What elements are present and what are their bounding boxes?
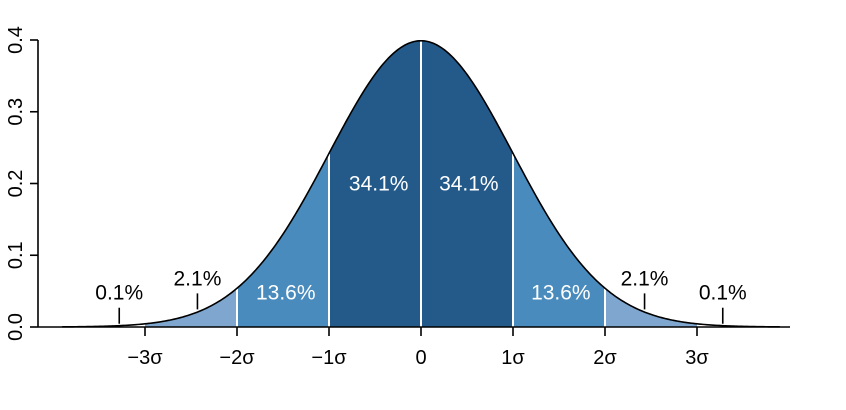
percent-label-2: 13.6%: [256, 282, 316, 305]
x-tick-label-6: 3σ: [685, 347, 709, 369]
percent-label-6: 0.1%: [95, 282, 143, 305]
y-tick-label-3: 0.3: [5, 98, 27, 126]
y-tick-label-0: 0.0: [5, 313, 27, 341]
x-tick-label-1: −2σ: [219, 347, 255, 369]
percent-label-1: 34.1%: [439, 173, 499, 196]
percent-label-0: 34.1%: [349, 173, 409, 196]
y-tick-label-2: 0.2: [5, 170, 27, 198]
percent-label-3: 13.6%: [531, 282, 591, 305]
dividers-layer: [236, 41, 606, 327]
percent-label-4: 2.1%: [174, 267, 222, 290]
annotations-layer: 34.1% 34.1% 13.6% 13.6% 2.1% 2.1% 0.1% 0.1%: [95, 173, 747, 324]
x-tick-label-2: −1σ: [311, 347, 347, 369]
band-5: [605, 288, 697, 327]
band-0: [145, 288, 237, 327]
y-tick-label-1: 0.1: [5, 241, 27, 269]
percent-label-7: 0.1%: [699, 282, 747, 305]
density-curve: [62, 39, 780, 328]
x-tick-label-0: −3σ: [127, 347, 163, 369]
x-tick-label-3: 0: [415, 347, 426, 369]
x-tick-label-4: 1σ: [501, 347, 525, 369]
y-tick-label-4: 0.4: [5, 26, 27, 54]
x-tick-label-5: 2σ: [593, 347, 617, 369]
axes-layer: 0.0 0.1 0.2 0.3 0.4 −3σ −2σ −1σ 0 1σ 2σ 3σ: [5, 26, 790, 369]
percent-label-5: 2.1%: [621, 267, 669, 290]
